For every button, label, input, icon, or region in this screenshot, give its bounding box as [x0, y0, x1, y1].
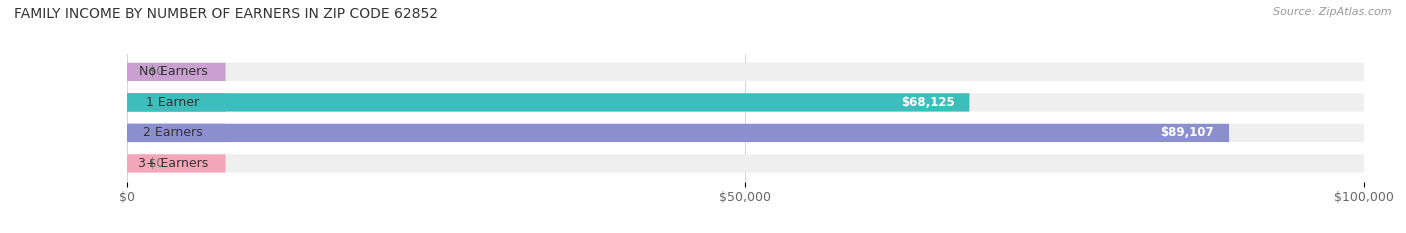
Text: 1 Earner: 1 Earner: [146, 96, 200, 109]
Text: 3+ Earners: 3+ Earners: [138, 157, 208, 170]
Text: $0: $0: [149, 65, 163, 78]
FancyBboxPatch shape: [127, 93, 970, 112]
FancyBboxPatch shape: [127, 124, 1364, 142]
Text: $89,107: $89,107: [1160, 127, 1215, 139]
Text: No Earners: No Earners: [139, 65, 207, 78]
FancyBboxPatch shape: [108, 63, 225, 81]
Text: Source: ZipAtlas.com: Source: ZipAtlas.com: [1274, 7, 1392, 17]
FancyBboxPatch shape: [108, 124, 225, 142]
Text: 2 Earners: 2 Earners: [143, 127, 202, 139]
Text: $0: $0: [149, 157, 163, 170]
FancyBboxPatch shape: [127, 124, 1229, 142]
FancyBboxPatch shape: [127, 93, 1364, 112]
FancyBboxPatch shape: [108, 93, 225, 112]
FancyBboxPatch shape: [127, 154, 1364, 173]
Text: $68,125: $68,125: [901, 96, 955, 109]
FancyBboxPatch shape: [108, 154, 225, 173]
FancyBboxPatch shape: [127, 63, 1364, 81]
Text: FAMILY INCOME BY NUMBER OF EARNERS IN ZIP CODE 62852: FAMILY INCOME BY NUMBER OF EARNERS IN ZI…: [14, 7, 439, 21]
